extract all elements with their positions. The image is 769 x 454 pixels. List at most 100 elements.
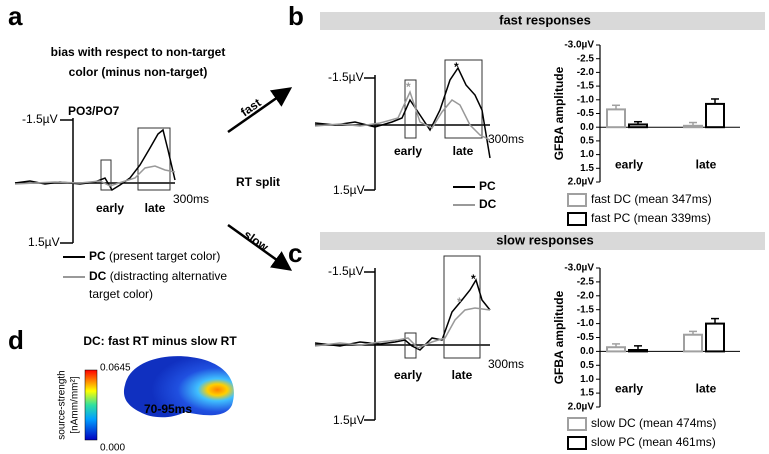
legend-swatch — [567, 212, 587, 226]
scale-max: 0.0645 — [100, 363, 131, 374]
legend: DC (distracting alternative — [89, 269, 227, 283]
x-label: 300ms — [173, 192, 209, 206]
y-tick-label: -1.0 — [577, 318, 595, 329]
y-tick-label: 1.0 — [580, 374, 594, 385]
window — [444, 59, 483, 139]
scale-min: 0.000 — [100, 443, 125, 454]
window — [443, 255, 481, 359]
bar — [628, 349, 648, 353]
y-tick-label: -3.0µV — [564, 263, 594, 274]
label: late — [452, 368, 473, 382]
x-tick-label: late — [696, 382, 717, 396]
channel: PO3/PO7 — [68, 104, 120, 118]
label: late — [453, 144, 474, 158]
y-tick-label: 2.0µV — [568, 402, 595, 413]
panel-label: d — [8, 325, 24, 355]
panel-label: c — [288, 238, 302, 268]
legend-swatch — [567, 193, 587, 207]
title: color (minus non-target) — [69, 65, 208, 79]
header — [320, 12, 765, 30]
y-tick-label: 0.0 — [580, 122, 594, 133]
bar — [628, 123, 648, 129]
time-label: 70-95ms — [144, 402, 192, 416]
bar — [606, 108, 626, 129]
arrow — [227, 223, 293, 271]
y-label: -1.5µV — [22, 112, 58, 126]
y-label: 1.5µV — [28, 235, 60, 249]
colorbar — [84, 369, 98, 441]
legend: PC (present target color) — [89, 249, 220, 263]
dc-wave — [314, 307, 491, 349]
y-tick-label: -0.5 — [577, 108, 595, 119]
y-tick-label: 0.5 — [580, 136, 594, 147]
y-tick-label: -0.5 — [577, 332, 595, 343]
arrow-label: fast — [238, 96, 264, 120]
star: * — [406, 80, 411, 94]
bar — [683, 124, 703, 129]
legend: PC — [479, 179, 496, 193]
header — [320, 232, 765, 250]
dc-wave — [14, 165, 176, 187]
y-tick-label: 0.0 — [580, 346, 594, 357]
star: * — [454, 60, 459, 74]
x-tick-label: early — [615, 382, 643, 396]
y-tick-label: -2.0 — [577, 290, 595, 301]
bar — [606, 346, 626, 353]
y-label: -1.5µV — [328, 70, 364, 84]
header-text: slow responses — [496, 232, 594, 247]
y-label: 1.5µV — [333, 183, 365, 197]
y-tick-label: 1.0 — [580, 149, 594, 160]
y-tick-label: 0.5 — [580, 360, 594, 371]
legend: target color) — [89, 287, 153, 301]
legend-swatch — [567, 436, 587, 450]
label: RT split — [236, 175, 280, 189]
y-tick-label: -3.0µV — [564, 40, 594, 51]
label: early — [394, 368, 422, 382]
scale-label: [nAmm/mm²] — [70, 376, 81, 433]
label: early — [394, 144, 422, 158]
y-tick-label: -1.5 — [577, 81, 595, 92]
y-tick-label: 1.5 — [580, 388, 594, 399]
y-tick-label: -2.0 — [577, 67, 595, 78]
bar — [683, 333, 703, 353]
star: * — [457, 295, 462, 309]
legend: slow PC (mean 461ms) — [591, 435, 716, 449]
y-axis-title: GFBA amplitude — [552, 66, 566, 160]
scale-label: source-strength — [57, 370, 68, 439]
y-tick-label: 1.5 — [580, 163, 594, 174]
label: early — [96, 201, 124, 215]
pc-wave — [14, 128, 176, 192]
arrow — [227, 87, 293, 134]
y-label: 1.5µV — [333, 413, 365, 427]
bar — [705, 102, 725, 129]
x-label: 300ms — [488, 132, 524, 146]
y-axis-title: GFBA amplitude — [552, 290, 566, 384]
brain — [123, 356, 234, 418]
y-tick-label: -2.5 — [577, 277, 595, 288]
y-tick-label: -1.5 — [577, 304, 595, 315]
header-text: fast responses — [499, 12, 591, 27]
dc-wave — [314, 89, 491, 141]
y-tick-label: 2.0µV — [568, 177, 595, 188]
label: late — [145, 201, 166, 215]
arrow-label: slow — [241, 227, 271, 254]
y-tick-label: -2.5 — [577, 53, 595, 64]
legend: fast DC (mean 347ms) — [591, 192, 712, 206]
y-tick-label: -1.0 — [577, 94, 595, 105]
bar — [705, 322, 725, 353]
panel-label: b — [288, 1, 304, 31]
title: DC: fast RT minus slow RT — [83, 334, 237, 348]
panel-label: a — [8, 1, 23, 31]
legend: fast PC (mean 339ms) — [591, 211, 711, 225]
x-label: 300ms — [488, 357, 524, 371]
x-tick-label: late — [696, 157, 717, 171]
window — [100, 159, 112, 191]
legend-swatch — [567, 417, 587, 431]
title: bias with respect to non-target — [51, 45, 226, 59]
y-label: -1.5µV — [328, 264, 364, 278]
legend: DC — [479, 197, 497, 211]
legend: slow DC (mean 474ms) — [591, 416, 716, 430]
x-tick-label: early — [615, 157, 643, 171]
star: * — [471, 272, 476, 286]
